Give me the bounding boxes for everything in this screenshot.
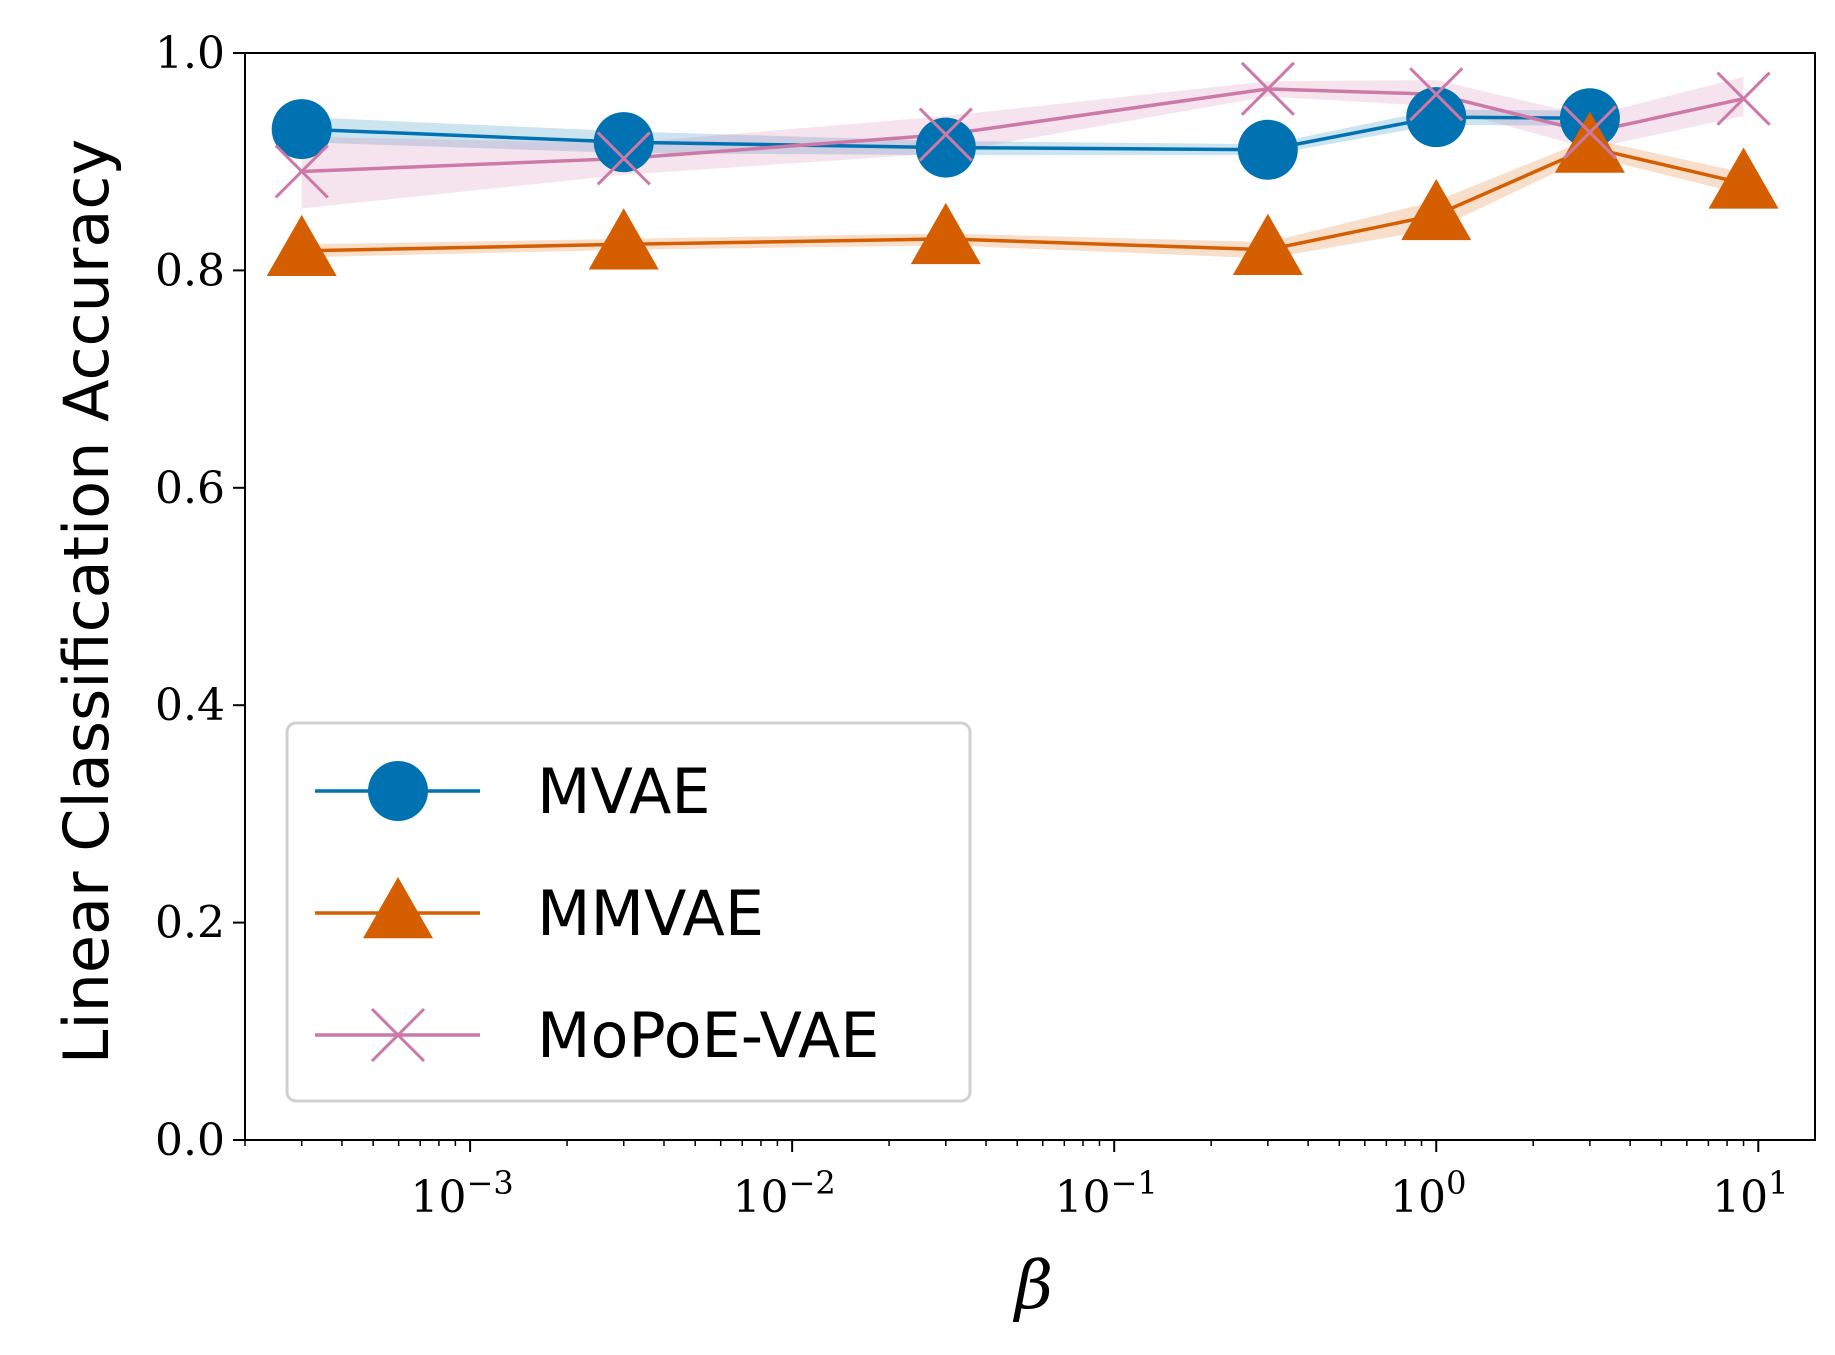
plot-frame	[244, 52, 1816, 1141]
point-mmvae	[1708, 147, 1779, 209]
y-tick-label: 0.8	[155, 245, 225, 296]
point-mmvae	[588, 208, 659, 270]
legend-marker-mvae	[368, 761, 428, 821]
point-mmvae	[1401, 178, 1472, 241]
point-mvae	[593, 112, 654, 173]
legend-label-mopoe-vae: MoPoE-VAE	[537, 999, 879, 1072]
point-mmvae	[1554, 111, 1625, 173]
y-tick-label: 1.0	[155, 28, 225, 79]
point-mopoe-vae	[1409, 67, 1464, 122]
x-tick-label: 10−1	[1055, 1164, 1158, 1223]
legend-label-mmvae: MMVAE	[537, 877, 764, 950]
point-mopoe-vae	[918, 107, 973, 162]
x-tick-label: 10−3	[411, 1164, 514, 1223]
y-axis-title: Linear Classification Accuracy	[50, 139, 123, 1064]
point-mmvae	[1232, 213, 1303, 275]
y-tick-label: 0.2	[155, 898, 225, 949]
point-mopoe-vae	[596, 131, 651, 186]
point-mmvae	[910, 202, 981, 265]
point-mvae	[1406, 87, 1467, 148]
point-mmvae	[266, 214, 337, 277]
point-mvae	[915, 117, 976, 178]
legend-marker-mmvae	[363, 877, 433, 939]
x-tick-label: 10−2	[733, 1164, 836, 1223]
x-axis: 10−3 10−2 10−1 100 101	[244, 1140, 1788, 1223]
series-markers	[266, 61, 1779, 277]
point-mopoe-vae	[1562, 105, 1617, 160]
legend: MVAE MMVAE MoPoE-VAE	[285, 721, 972, 1103]
y-tick-label: 0.4	[155, 680, 225, 731]
y-tick-label: 0.6	[155, 463, 225, 514]
x-axis-title: β	[1012, 1247, 1053, 1324]
point-mopoe-vae	[1240, 61, 1295, 116]
point-mopoe-vae	[1716, 71, 1771, 126]
legend-label-mvae: MVAE	[537, 755, 711, 828]
x-tick-label: 101	[1712, 1164, 1788, 1223]
legend-marker-mopoe-vae	[370, 1007, 426, 1063]
point-mvae	[271, 99, 332, 160]
band-mopoe-vae	[301, 76, 1744, 209]
point-mopoe-vae	[274, 144, 329, 199]
point-mvae	[1237, 119, 1298, 180]
band-mmvae	[301, 138, 1744, 259]
y-tick-label: 0.0	[155, 1115, 225, 1166]
legend-box	[285, 721, 972, 1103]
y-axis: 0.0 0.2 0.4 0.6 0.8 1.0	[155, 28, 245, 1166]
x-tick-label: 100	[1390, 1164, 1466, 1223]
